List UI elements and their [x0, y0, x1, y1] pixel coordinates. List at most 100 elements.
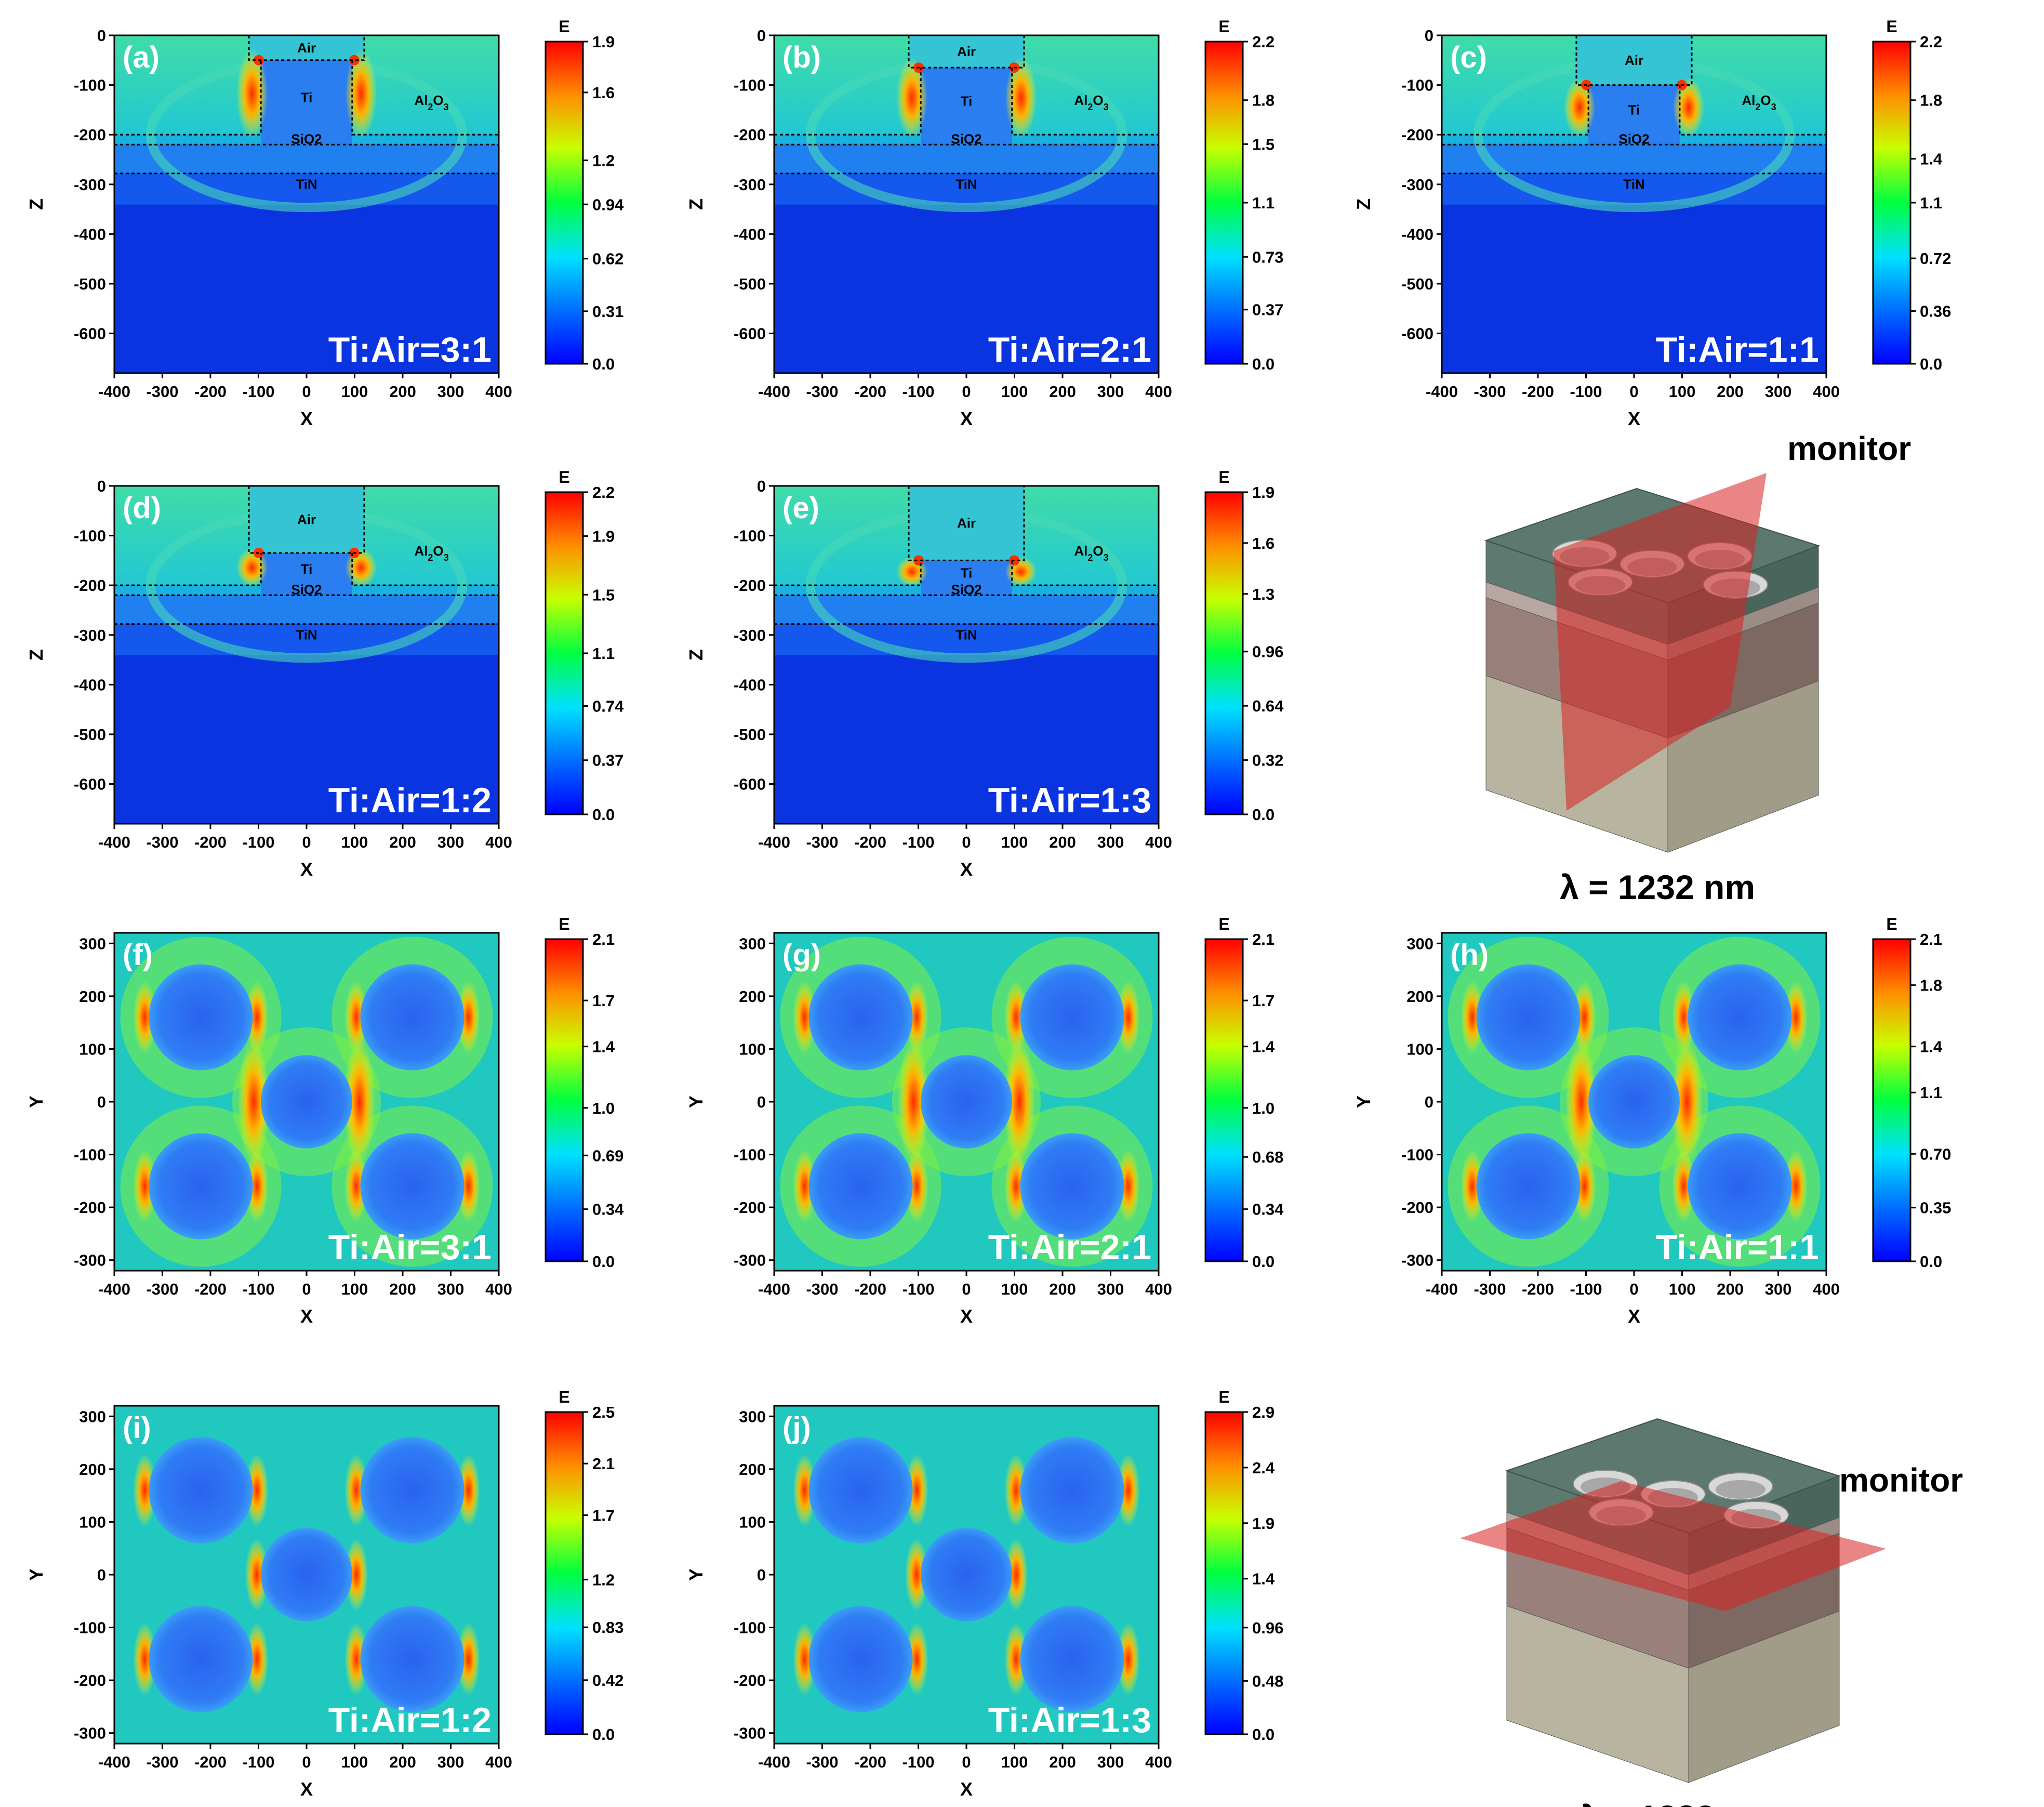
y-tick-label: -300: [734, 1724, 766, 1743]
x-tick-label: -400: [758, 1280, 790, 1298]
hotspot-left: [1004, 981, 1028, 1054]
hotspot-left: [1461, 1150, 1484, 1223]
panel-i: -400 -300 -200 -100 0 100 200 300 400 300 200 100 0 -…: [25, 1388, 623, 1800]
x-tick-label: 200: [389, 382, 416, 401]
hole: [1020, 964, 1124, 1071]
x-tick-label: -200: [854, 382, 886, 401]
x-tick-label: 200: [1049, 382, 1076, 401]
hole: [808, 1133, 913, 1239]
hotspot-left: [1461, 981, 1484, 1054]
colorbar-tick-label: 0.72: [1920, 249, 1951, 268]
y-tick-label: -200: [734, 1198, 766, 1217]
y-axis-label: Y: [685, 1568, 707, 1581]
x-tick-label: -300: [1474, 1280, 1506, 1298]
air-boundary: [1575, 35, 1693, 86]
block-side-right: [1688, 1611, 1840, 1783]
hole: [1020, 1606, 1124, 1712]
hotspot-right: [457, 1623, 480, 1696]
x-tick-label: 0: [1629, 382, 1638, 401]
x-tick-label: -100: [902, 833, 934, 851]
x-tick-label: 400: [485, 833, 512, 851]
colorbar-tick-label: 0.37: [1252, 301, 1283, 319]
x-tick-label: 0: [962, 833, 971, 851]
colorbar-tick-label: 2.9: [1252, 1403, 1275, 1421]
block-side-right: [1667, 680, 1819, 853]
x-tick-label: 0: [302, 1280, 311, 1298]
x-tick-label: 0: [302, 833, 311, 851]
colorbar-title: E: [1886, 17, 1897, 36]
y-tick-label: -200: [74, 1671, 106, 1690]
y-tick-label: 0: [1425, 27, 1434, 45]
y-tick-label: -200: [74, 126, 106, 144]
hole: [360, 1437, 464, 1544]
y-tick-label: -400: [734, 225, 766, 243]
heatmap-field: [114, 486, 499, 824]
hotspot-left: [793, 1150, 816, 1223]
colorbar-tick-label: 0.0: [592, 806, 615, 824]
y-tick-label: -200: [734, 126, 766, 144]
layer-label: Ti: [961, 565, 973, 581]
schematic-1: monitor λ = 1232 nm: [1484, 430, 1911, 906]
y-tick-label: 300: [79, 1407, 106, 1426]
y-tick-label: -300: [74, 176, 106, 194]
y-tick-label: -400: [734, 676, 766, 694]
hotspot-right: [1117, 1454, 1140, 1527]
y-axis-label: Y: [685, 1096, 707, 1108]
panel-letter: (a): [123, 41, 160, 74]
layer-label: TiN: [296, 627, 317, 643]
y-tick-label: 300: [739, 1407, 766, 1426]
x-tick-label: -100: [242, 382, 274, 401]
panel-letter: (h): [1450, 938, 1489, 972]
x-axis-label: X: [960, 1305, 973, 1327]
hole: [1476, 1133, 1581, 1239]
y-tick-label: -100: [1401, 1146, 1434, 1164]
y-tick-label: -200: [734, 576, 766, 595]
interface-field: [114, 144, 499, 174]
colorbar-tick-label: 0.62: [592, 250, 623, 268]
hotspot-left: [793, 981, 816, 1054]
x-tick-label: 100: [1669, 1280, 1696, 1298]
colorbar-tick-label: 1.8: [1920, 977, 1942, 995]
x-tick-label: 300: [437, 1280, 464, 1298]
y-tick-label: -100: [734, 1619, 766, 1637]
colorbar-tick-label: 1.4: [1920, 150, 1943, 168]
hotspot-right: [245, 1623, 269, 1696]
hotspot-right: [1117, 1623, 1140, 1696]
colorbar-tick-label: 2.1: [592, 930, 615, 948]
panel-letter: (e): [782, 491, 819, 525]
air-boundary: [248, 35, 365, 61]
x-axis-label: X: [960, 408, 973, 429]
y-tick-label: -600: [74, 325, 106, 343]
x-tick-label: -300: [806, 1753, 838, 1771]
layer-label: Air: [957, 516, 976, 531]
x-tick-label: -100: [242, 1280, 274, 1298]
y-axis-label: Z: [25, 649, 47, 661]
panel-letter: (d): [123, 491, 161, 525]
colorbar-tick-label: 0.69: [592, 1146, 623, 1165]
ti-boundary: [114, 60, 499, 136]
panel-f: -400 -300 -200 -100 0 100 200 300 400 300 200 100 0 -…: [25, 915, 624, 1327]
y-tick-label: -500: [734, 275, 766, 293]
y-tick-label: -100: [74, 1619, 106, 1637]
hotspot-center: [1671, 1039, 1703, 1164]
x-tick-label: 0: [302, 1753, 311, 1771]
x-tick-label: -300: [806, 1280, 838, 1298]
colorbar-tick-label: 2.1: [1920, 930, 1942, 948]
y-tick-label: -300: [1401, 1251, 1434, 1270]
hotspot-right: [1117, 981, 1140, 1054]
y-tick-label: -100: [1401, 76, 1434, 95]
hole: [360, 1133, 464, 1239]
colorbar-title: E: [1218, 915, 1229, 933]
y-tick-label: -500: [734, 726, 766, 744]
y-tick-label: -100: [74, 76, 106, 95]
hotspot-right: [1573, 981, 1596, 1054]
monitor-label: monitor: [1787, 430, 1911, 467]
x-axis-label: X: [300, 859, 313, 880]
y-tick-label: -300: [74, 626, 106, 644]
y-tick-label: 0: [1425, 1093, 1434, 1111]
x-tick-label: 100: [341, 382, 368, 401]
y-tick-label: 0: [757, 477, 766, 495]
